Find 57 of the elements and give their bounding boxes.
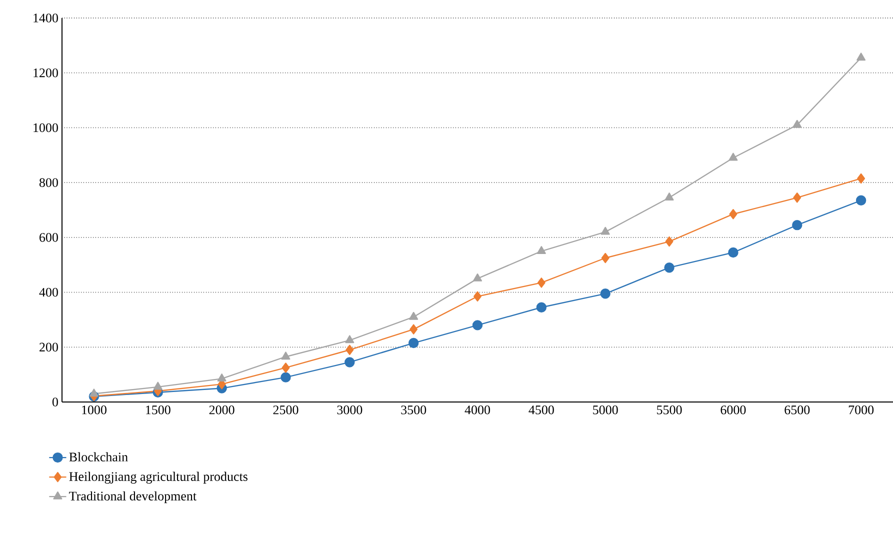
point [410,324,418,334]
legend-label: Heilongjiang agricultural products [69,472,248,484]
point [792,120,802,128]
point [346,344,354,355]
point [728,247,738,258]
point [536,302,547,312]
y-tick-label: 0 [52,398,58,406]
point [344,357,355,368]
point [408,338,419,348]
point [345,335,354,344]
point [473,273,482,282]
legend-label: Traditional development [69,491,196,504]
x-tick-label: 1500 [146,406,170,414]
point [409,312,418,320]
x-tick-label: 2500 [273,406,298,414]
y-tick-label: 200 [40,342,58,352]
point [793,192,802,203]
x-tick-label: 6000 [720,406,746,414]
point [153,382,162,390]
point [600,226,610,235]
legend-label: Blockchain [69,452,128,462]
point [474,291,482,302]
y-tick-label: 1000 [34,123,58,132]
x-tick-label: 4000 [464,406,490,414]
point [857,173,866,184]
x-tick-label: 7000 [848,406,874,414]
point [664,192,674,201]
point [217,374,226,382]
y-tick-label: 800 [39,178,58,187]
point [856,195,866,206]
x-tick-label: 4500 [528,406,554,414]
point [472,320,483,330]
x-tick-label: 6500 [784,406,810,414]
point [665,236,674,247]
point [281,352,290,360]
point [601,252,610,264]
point [536,246,546,254]
point [792,220,802,230]
x-tick-label: 3500 [401,406,426,414]
point [537,278,546,288]
x-tick-label: 1000 [82,406,106,414]
point [728,152,738,161]
point [664,262,674,273]
point [89,388,98,397]
y-tick-label: 600 [40,233,58,242]
point [729,209,738,220]
x-tick-label: 3000 [337,406,362,414]
y-tick-label: 1200 [34,68,58,78]
point [600,288,610,299]
point [856,52,866,61]
x-tick-label: 2000 [209,406,234,414]
x-tick-label: 5000 [593,406,618,414]
point [282,362,290,373]
y-tick-label: 400 [39,288,58,297]
point [280,372,291,382]
x-tick-label: 5500 [657,406,682,414]
y-tick-label: 1400 [34,14,58,22]
